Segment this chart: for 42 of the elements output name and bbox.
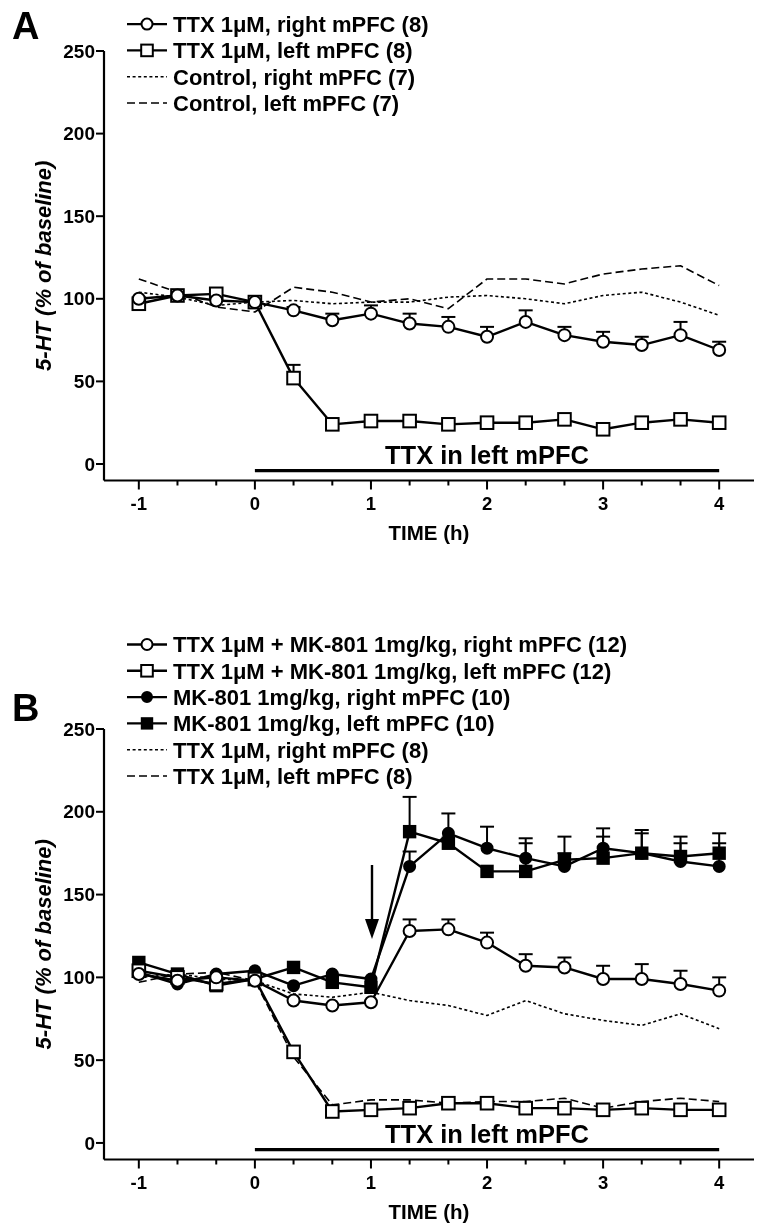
x-axis-title: TIME (h) <box>388 520 470 544</box>
y-tick-label: 150 <box>63 884 95 906</box>
legend-label: TTX 1μM, left mPFC (8) <box>173 763 413 789</box>
chart-title: A <box>12 5 40 47</box>
legend-label: Control, left mPFC (7) <box>173 90 400 116</box>
x-tick-label: -1 <box>130 492 148 514</box>
x-tick-label: 2 <box>481 1171 493 1193</box>
x-tick-label: 4 <box>714 492 726 514</box>
x-tick-label: 1 <box>365 1171 377 1193</box>
y-tick-label: 100 <box>63 967 95 989</box>
y-tick-label: 200 <box>63 123 95 145</box>
y-tick-label: 0 <box>84 453 95 475</box>
chart-title: B <box>12 687 40 729</box>
y-tick-label: 100 <box>63 288 95 310</box>
legend-label: Control, right mPFC (7) <box>173 64 415 90</box>
x-tick-label: 0 <box>249 1171 261 1193</box>
y-tick-label: 50 <box>73 1049 95 1071</box>
y-axis-title: 5-HT (% of baseline) <box>30 839 56 1050</box>
legend-label: TTX 1μM, right mPFC (8) <box>173 737 429 763</box>
legend-label: TTX 1μM + MK-801 1mg/kg, left mPFC (12) <box>173 658 612 684</box>
x-tick-label: 4 <box>714 1171 726 1193</box>
x-tick-label: 1 <box>365 492 377 514</box>
x-tick-label: 0 <box>249 492 261 514</box>
legend-label: MK-801 1mg/kg, right mPFC (10) <box>173 685 511 711</box>
legend-label: TTX 1μM + MK-801 1mg/kg, right mPFC (12) <box>173 632 628 658</box>
annotation: TTX in left mPFC <box>385 1119 590 1148</box>
y-tick-label: 50 <box>73 371 95 393</box>
x-axis-title: TIME (h) <box>388 1199 470 1223</box>
x-tick-label: -1 <box>130 1171 148 1193</box>
y-tick-label: 200 <box>63 801 95 823</box>
annotation: TTX in left mPFC <box>385 440 590 469</box>
x-tick-label: 3 <box>597 1171 609 1193</box>
x-tick-label: 2 <box>481 492 493 514</box>
y-tick-label: 0 <box>84 1132 95 1154</box>
y-tick-label: 250 <box>63 40 95 62</box>
x-tick-label: 3 <box>597 492 609 514</box>
y-tick-label: 150 <box>63 205 95 227</box>
y-axis-title: 5-HT (% of baseline) <box>30 160 56 371</box>
legend-label: TTX 1μM, left mPFC (8) <box>173 38 413 64</box>
legend-label: TTX 1μM, right mPFC (8) <box>173 12 429 38</box>
legend-label: MK-801 1mg/kg, left mPFC (10) <box>173 711 495 737</box>
y-tick-label: 250 <box>63 718 95 740</box>
